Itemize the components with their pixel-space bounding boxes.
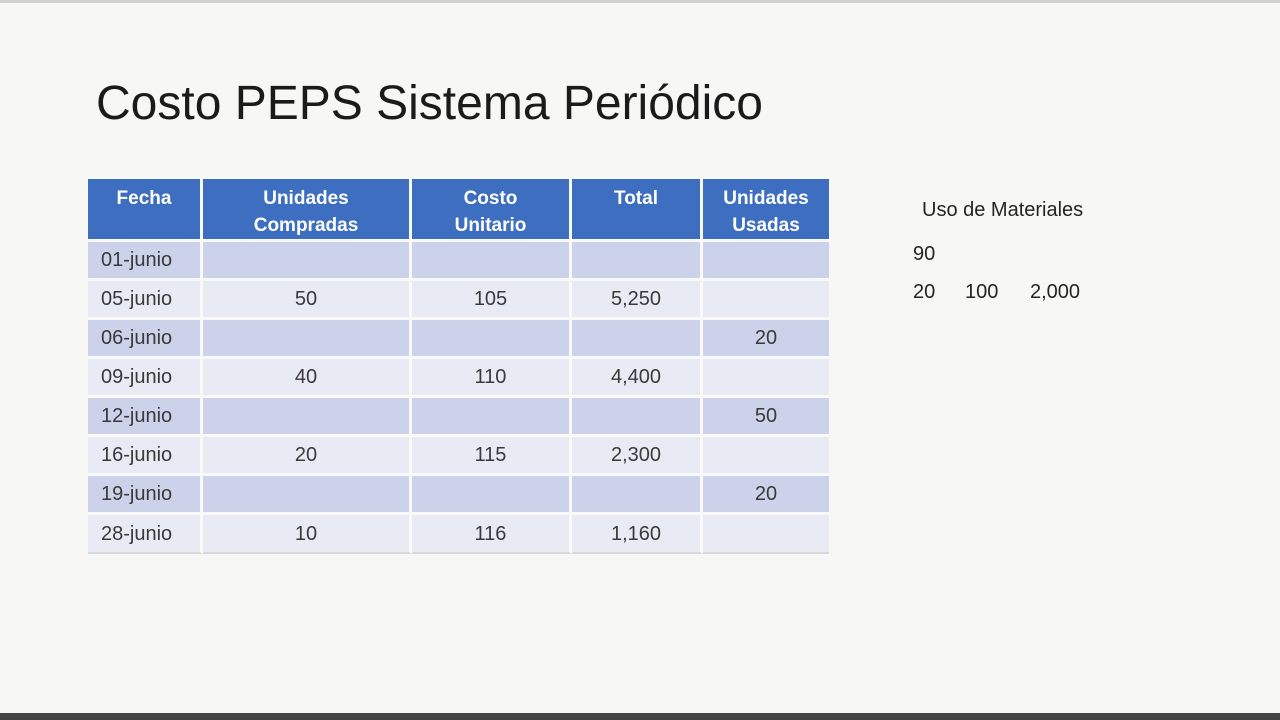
header-cell-costo-unitario: Costo Unitario (412, 179, 572, 242)
table-row: 05-junio 50 105 5,250 (88, 281, 829, 320)
value-cell: 5,250 (572, 281, 703, 320)
value-cell: 2,300 (572, 437, 703, 476)
side-note: Uso de Materiales 90 20 100 2,000 (913, 197, 1163, 303)
bottom-bar (0, 713, 1280, 720)
table-row: 06-junio 20 (88, 320, 829, 359)
page-title: Costo PEPS Sistema Periódico (96, 77, 763, 130)
value-cell: 115 (412, 437, 572, 476)
table-row: 16-junio 20 115 2,300 (88, 437, 829, 476)
value-cell (203, 320, 412, 359)
value-cell: 50 (703, 398, 829, 437)
side-note-value-cost: 100 (965, 281, 999, 303)
side-note-title: Uso de Materiales (922, 199, 1084, 221)
value-cell (703, 515, 829, 554)
value-cell (412, 476, 572, 515)
value-cell (703, 281, 829, 320)
value-cell (572, 398, 703, 437)
header-cell-total: Total (572, 179, 703, 242)
table-row: 01-junio (88, 242, 829, 281)
value-cell (203, 476, 412, 515)
value-cell (203, 398, 412, 437)
value-cell: 50 (203, 281, 412, 320)
date-cell: 01-junio (88, 242, 203, 281)
value-cell: 20 (703, 320, 829, 359)
side-note-value-90: 90 (913, 243, 936, 265)
value-cell (572, 242, 703, 281)
header-cell-unidades-usadas: Unidades Usadas (703, 179, 829, 242)
date-cell: 06-junio (88, 320, 203, 359)
date-cell: 09-junio (88, 359, 203, 398)
side-note-value-units: 20 (913, 281, 936, 303)
value-cell: 20 (203, 437, 412, 476)
table-row: 12-junio 50 (88, 398, 829, 437)
value-cell: 20 (703, 476, 829, 515)
value-cell: 110 (412, 359, 572, 398)
table-row: 09-junio 40 110 4,400 (88, 359, 829, 398)
value-cell (572, 320, 703, 359)
value-cell: 40 (203, 359, 412, 398)
side-note-row: 20 100 2,000 (913, 279, 1163, 305)
header-cell-unidades-compradas: Unidades Compradas (203, 179, 412, 242)
value-cell: 116 (412, 515, 572, 554)
value-cell: 105 (412, 281, 572, 320)
date-cell: 16-junio (88, 437, 203, 476)
value-cell (703, 437, 829, 476)
table-row: 19-junio 20 (88, 476, 829, 515)
table-body: 01-junio 05-junio 50 105 5,250 06-junio 20 09-j… (88, 242, 829, 554)
side-note-value-total: 2,000 (1030, 281, 1081, 303)
value-cell (412, 320, 572, 359)
value-cell (572, 476, 703, 515)
header-cell-fecha: Fecha (88, 179, 203, 242)
value-cell (412, 242, 572, 281)
top-border-line (0, 0, 1280, 3)
value-cell (703, 242, 829, 281)
value-cell: 4,400 (572, 359, 703, 398)
date-cell: 05-junio (88, 281, 203, 320)
value-cell (703, 359, 829, 398)
value-cell (203, 242, 412, 281)
date-cell: 12-junio (88, 398, 203, 437)
table-row: 28-junio 10 116 1,160 (88, 515, 829, 554)
date-cell: 28-junio (88, 515, 203, 554)
date-cell: 19-junio (88, 476, 203, 515)
value-cell (412, 398, 572, 437)
table-header-row: Fecha Unidades Compradas Costo Unitario … (88, 179, 829, 242)
value-cell: 1,160 (572, 515, 703, 554)
inventory-table: Fecha Unidades Compradas Costo Unitario … (88, 179, 829, 554)
value-cell: 10 (203, 515, 412, 554)
